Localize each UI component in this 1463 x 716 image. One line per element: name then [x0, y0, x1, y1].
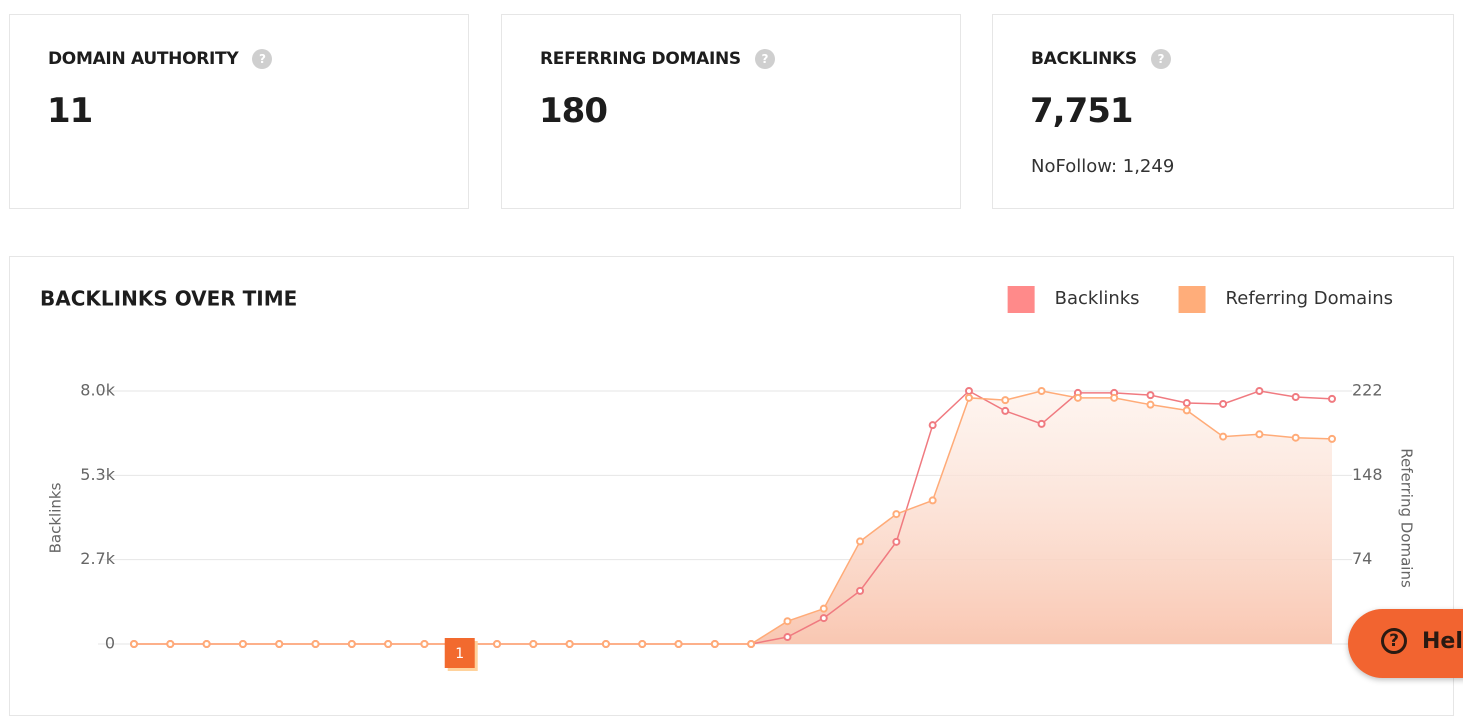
stat-card: DOMAIN AUTHORITY? 11 [9, 14, 469, 209]
point [1219, 399, 1228, 408]
point [1146, 400, 1155, 409]
card-title-text: REFERRING DOMAINS [540, 49, 741, 69]
info-icon[interactable]: ? [1150, 49, 1171, 69]
card-value: 11 [47, 91, 93, 131]
annotation-marker [444, 638, 475, 668]
help-icon: ? [1381, 628, 1407, 654]
point [1073, 393, 1082, 402]
point [819, 604, 828, 613]
y-tick-label: 0 [105, 634, 115, 653]
y2-tick-label: 148 [1352, 465, 1383, 484]
point [420, 640, 429, 648]
help-text: Help [1422, 629, 1463, 654]
point [1110, 393, 1119, 402]
y-tick-label: 8.0k [80, 381, 115, 400]
y-axis-label: Backlinks [47, 482, 65, 553]
page: DOMAIN AUTHORITY? 11 REFERRING DOMAINS? … [9, 14, 1463, 716]
point [565, 640, 574, 648]
point [1291, 393, 1300, 402]
point [1182, 406, 1191, 415]
point [1219, 432, 1228, 441]
point [347, 640, 356, 648]
help-button[interactable]: ? Help [1348, 609, 1463, 678]
point [1001, 396, 1010, 405]
point [710, 640, 719, 648]
point [601, 640, 610, 648]
info-icon[interactable]: ? [252, 49, 273, 69]
point [275, 640, 284, 648]
stat-card: BACKLINKS? 7,751 NoFollow: 1,249 [992, 14, 1454, 209]
point [384, 640, 393, 648]
y2-tick-label: 222 [1352, 381, 1383, 400]
card-title: DOMAIN AUTHORITY? [48, 49, 273, 69]
y-tick-label: 2.7k [80, 549, 115, 568]
point [856, 537, 865, 546]
legend-label: Backlinks [1055, 288, 1140, 309]
point [638, 640, 647, 648]
annotation-text: 1 [455, 646, 464, 662]
point [928, 421, 937, 430]
chart: BACKLINKS OVER TIME Backlinks Referring … [40, 286, 1416, 671]
point [819, 614, 828, 623]
point [892, 537, 901, 546]
point [238, 640, 247, 648]
point [166, 640, 175, 648]
card-title-text: BACKLINKS [1031, 49, 1137, 69]
point [1255, 387, 1264, 395]
point [674, 640, 683, 648]
point [1037, 387, 1046, 395]
point [493, 640, 502, 648]
card-title: BACKLINKS? [1031, 49, 1171, 69]
point [1146, 391, 1155, 400]
y-tick-label: 5.3k [80, 465, 115, 484]
legend-label: Referring Domains [1226, 288, 1393, 309]
point [529, 640, 538, 648]
point [783, 633, 792, 642]
point [856, 586, 865, 595]
legend-swatch [1178, 286, 1206, 313]
point [1328, 394, 1336, 403]
card-value: 180 [539, 91, 608, 131]
point [964, 387, 973, 395]
point [1328, 434, 1336, 443]
point [311, 640, 320, 648]
point [1291, 433, 1300, 442]
point [964, 393, 973, 402]
card-title-text: DOMAIN AUTHORITY [48, 49, 239, 69]
point [1255, 430, 1264, 439]
area [134, 391, 1332, 644]
point [747, 640, 756, 648]
chart-title: BACKLINKS OVER TIME [40, 287, 297, 311]
point [130, 640, 138, 648]
card-value: 7,751 [1030, 91, 1134, 131]
card-title: REFERRING DOMAINS? [540, 49, 775, 69]
point [1182, 399, 1191, 408]
legend-swatch [1007, 286, 1035, 313]
info-icon[interactable]: ? [754, 49, 775, 69]
y2-tick-label: 74 [1352, 549, 1372, 568]
point [783, 617, 792, 626]
stat-card: REFERRING DOMAINS? 180 [501, 14, 961, 209]
point [928, 496, 937, 505]
point [892, 510, 901, 519]
y2-axis-label: Referring Domains [1398, 448, 1416, 588]
series-line [134, 390, 1333, 645]
point [202, 640, 211, 648]
card-note: NoFollow: 1,249 [1031, 156, 1175, 177]
point [1001, 406, 1010, 415]
point [1037, 419, 1046, 428]
